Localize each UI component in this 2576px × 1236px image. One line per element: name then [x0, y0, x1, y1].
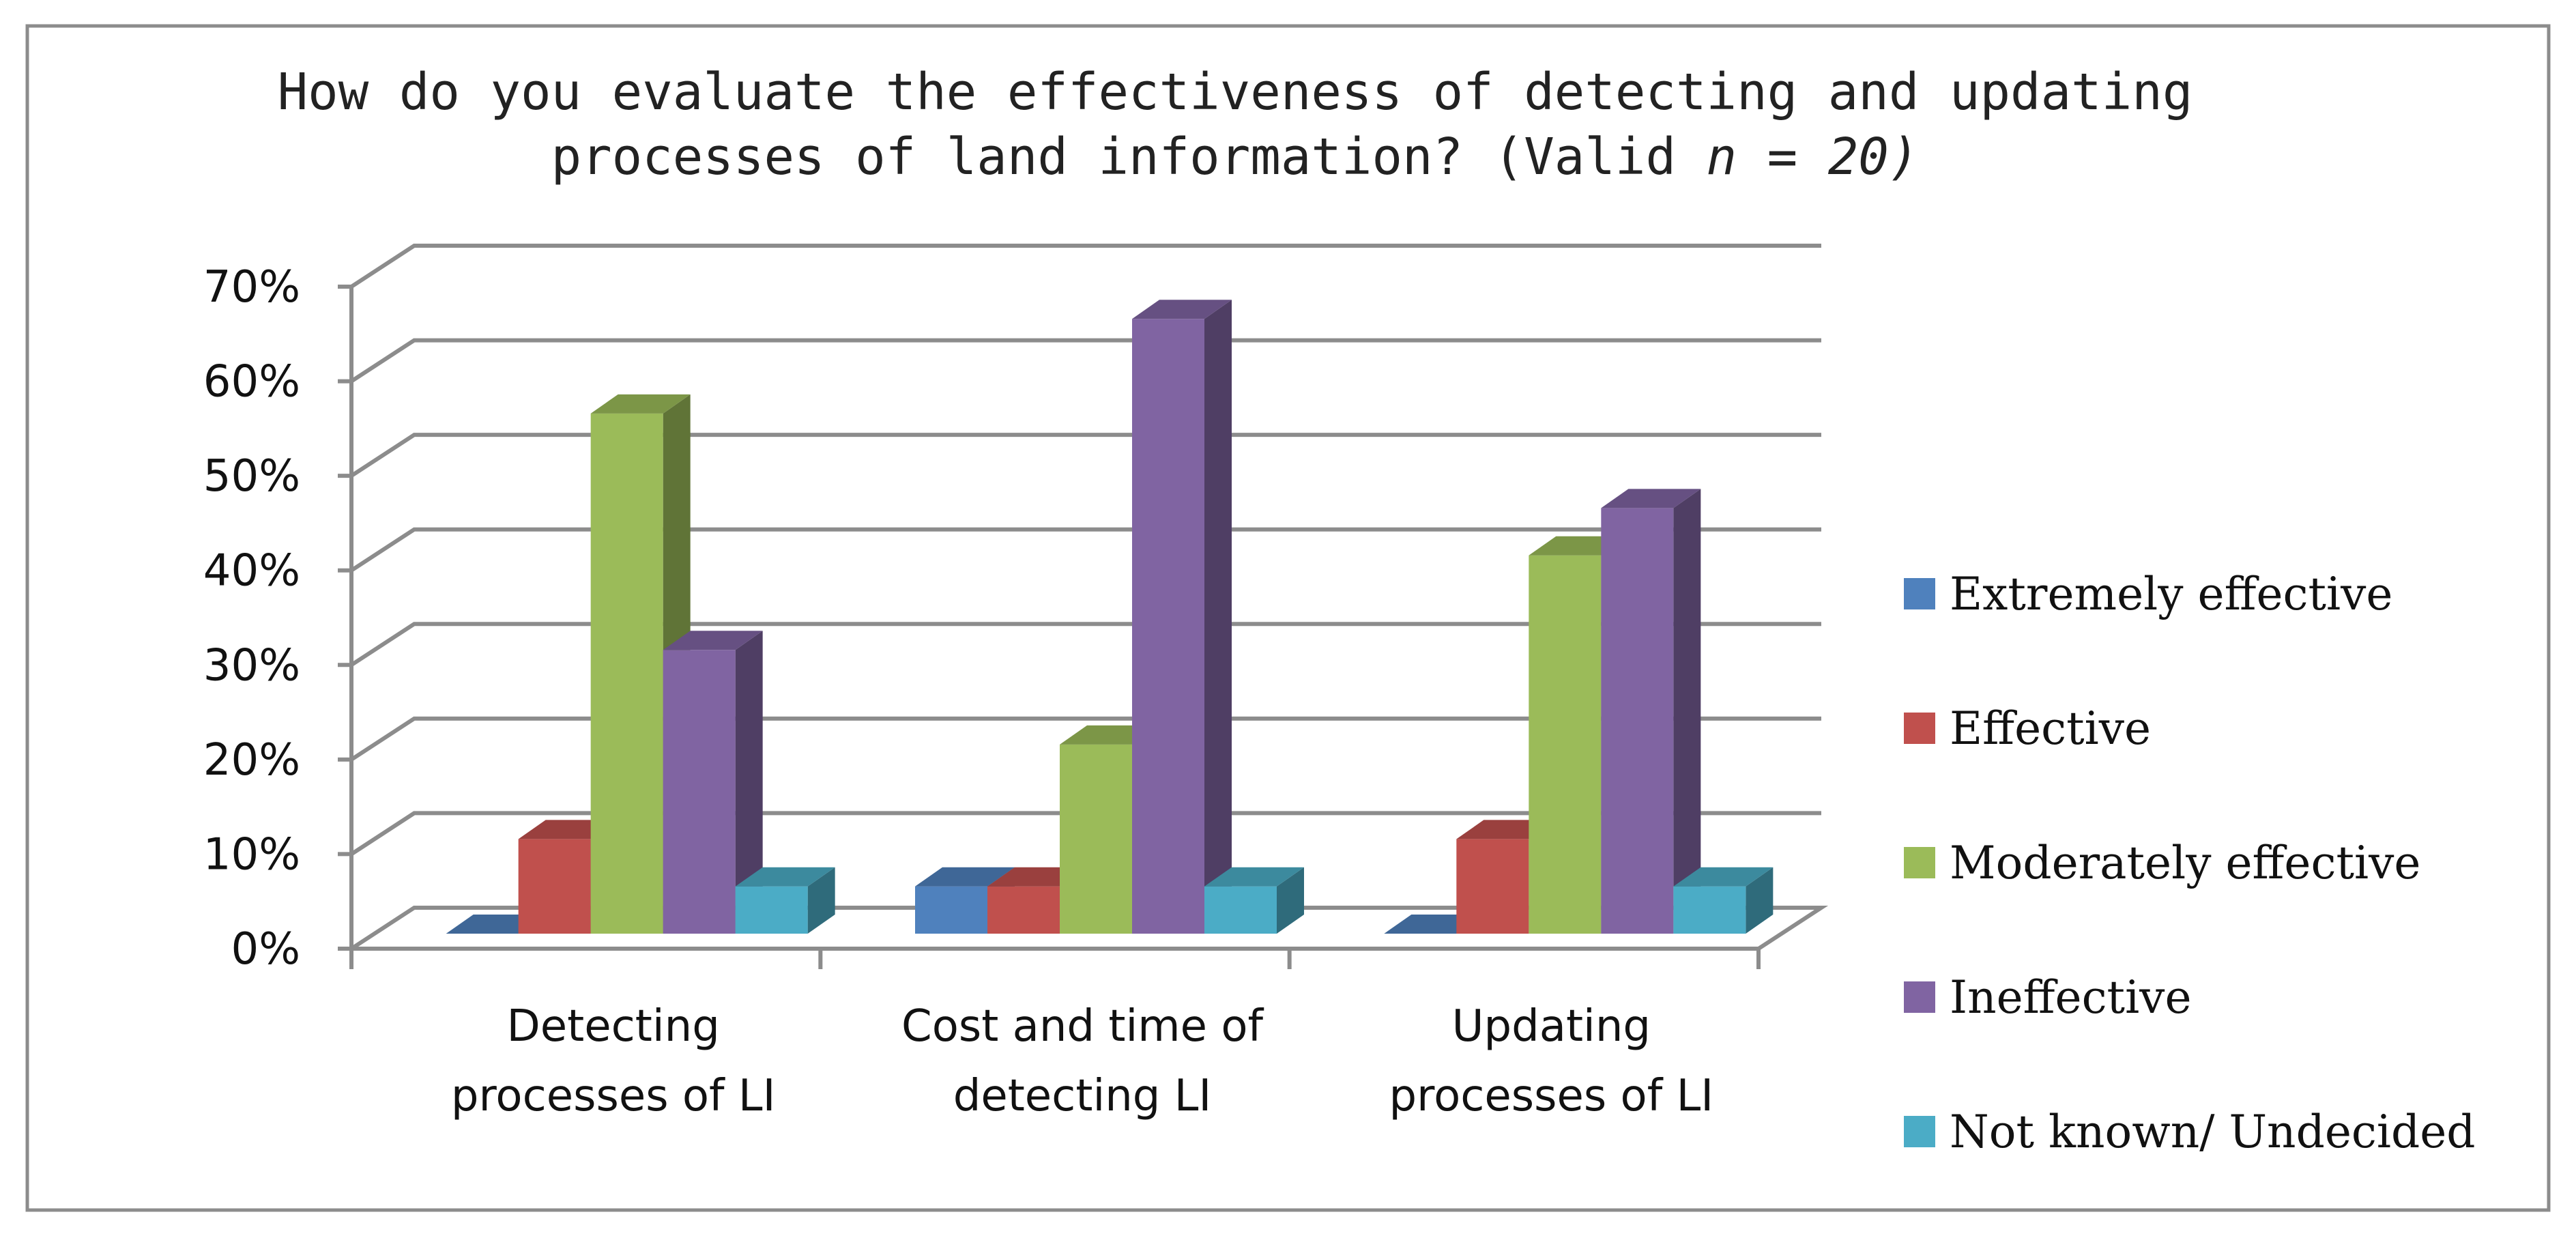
gridline — [350, 527, 1821, 573]
legend: Extremely effective Effective Moderately e… — [1904, 568, 2476, 1158]
gridline — [350, 811, 1821, 856]
y-tick-label: 0% — [231, 924, 300, 975]
bar-ineffective — [1132, 300, 1232, 934]
bar-top — [1601, 489, 1701, 508]
bar-front — [1132, 319, 1204, 934]
legend-label: Not known/ Undecided — [1950, 1106, 2476, 1158]
legend-swatch — [1904, 713, 1935, 744]
bar-front — [1673, 886, 1746, 934]
bar-side — [807, 867, 835, 934]
y-tick-label: 30% — [203, 640, 300, 691]
y-tick-label: 40% — [203, 546, 300, 597]
legend-swatch — [1904, 578, 1935, 609]
bar-top — [590, 394, 691, 414]
chart-title-n: n = 20) — [1707, 128, 1920, 186]
bar-top — [1673, 867, 1774, 887]
category-label: processes of LI — [1389, 1071, 1714, 1121]
y-tick-label: 70% — [203, 262, 300, 313]
bar-front — [518, 839, 591, 934]
category-label: detecting LI — [953, 1071, 1212, 1121]
bar-front — [987, 886, 1060, 934]
bar-not-known-undecided — [735, 867, 835, 934]
bar-not-known-undecided — [1204, 867, 1304, 934]
chart-frame — [25, 24, 2551, 1212]
bar-front — [1456, 839, 1529, 934]
y-tick-label: 50% — [203, 451, 300, 502]
y-tick-label: 20% — [203, 735, 300, 786]
legend-swatch — [1904, 1116, 1935, 1147]
legend-label: Moderately effective — [1950, 837, 2420, 889]
legend-label: Effective — [1950, 702, 2151, 755]
bar-not-known-undecided — [1673, 867, 1774, 934]
bars-group — [446, 300, 1774, 934]
bar-front — [663, 650, 736, 934]
bar-front — [1601, 508, 1674, 934]
category-label: processes of LI — [451, 1071, 776, 1121]
chart-title-line2-prefix: processes of land information? (Valid — [551, 128, 1707, 186]
bar-top — [663, 631, 763, 650]
bar-front — [915, 886, 987, 934]
bar-side — [1204, 300, 1232, 934]
gridline — [350, 338, 1821, 384]
legend-label: Ineffective — [1950, 971, 2192, 1024]
y-tick-label: 10% — [203, 829, 300, 880]
bar-ineffective — [663, 631, 763, 934]
bar-top — [735, 867, 835, 887]
bar-front — [590, 413, 663, 934]
gridline — [350, 716, 1821, 762]
chart-title-line2: processes of land information? (Valid n … — [551, 128, 1920, 186]
bar-front — [1204, 886, 1277, 934]
bar-ineffective — [1601, 489, 1701, 934]
gridline — [350, 433, 1821, 478]
bar-top — [915, 867, 1015, 887]
bar-top — [1204, 867, 1304, 887]
gridline — [350, 244, 1821, 289]
bar-front — [1529, 555, 1602, 934]
chart-title-line1: How do you evaluate the effectiveness of… — [278, 63, 2193, 121]
category-label: Cost and time of — [901, 1001, 1264, 1052]
legend-swatch — [1904, 981, 1935, 1013]
category-label: Detecting — [506, 1001, 719, 1052]
bar-front — [1060, 744, 1132, 934]
bar-top — [1132, 300, 1232, 319]
bar-side — [735, 631, 763, 934]
category-label: Updating — [1452, 1001, 1651, 1052]
axis-labels-group: 0% 10% 20% 30% 40% 50% 60% 70% Detecting processe… — [203, 262, 1713, 1121]
legend-swatch — [1904, 847, 1935, 878]
gridline — [350, 622, 1821, 667]
bar-side — [1673, 489, 1701, 934]
bar-side — [1746, 867, 1774, 934]
bar-front — [735, 886, 808, 934]
y-tick-label: 60% — [203, 357, 300, 407]
legend-label: Extremely effective — [1950, 568, 2393, 620]
bar-side — [1277, 867, 1304, 934]
